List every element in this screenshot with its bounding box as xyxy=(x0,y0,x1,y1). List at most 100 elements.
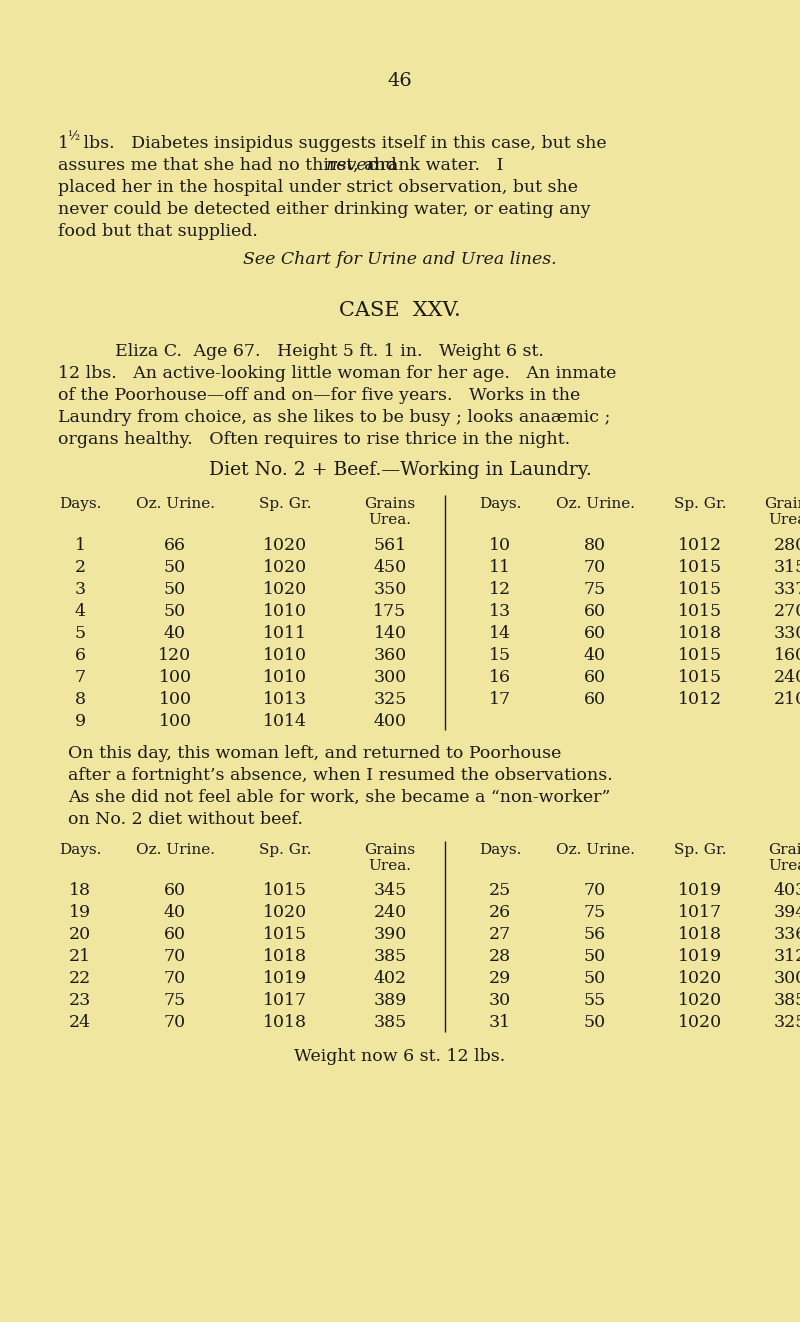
Text: 1010: 1010 xyxy=(263,603,307,620)
Text: drank water.   I: drank water. I xyxy=(363,157,503,175)
Text: 561: 561 xyxy=(374,537,406,554)
Text: 1015: 1015 xyxy=(263,927,307,943)
Text: 9: 9 xyxy=(74,713,86,730)
Text: 450: 450 xyxy=(374,559,406,575)
Text: 385: 385 xyxy=(774,993,800,1009)
Text: 1018: 1018 xyxy=(263,948,307,965)
Text: 389: 389 xyxy=(374,993,406,1009)
Text: Oz. Urine.: Oz. Urine. xyxy=(135,842,214,857)
Text: 70: 70 xyxy=(584,559,606,575)
Text: 24: 24 xyxy=(69,1014,91,1031)
Text: 6: 6 xyxy=(74,646,86,664)
Text: ½: ½ xyxy=(67,130,79,143)
Text: 1015: 1015 xyxy=(263,882,307,899)
Text: 26: 26 xyxy=(489,904,511,921)
Text: 360: 360 xyxy=(374,646,406,664)
Text: lbs.   Diabetes insipidus suggests itself in this case, but she: lbs. Diabetes insipidus suggests itself … xyxy=(78,135,606,152)
Text: 1010: 1010 xyxy=(263,646,307,664)
Text: 1010: 1010 xyxy=(263,669,307,686)
Text: 12: 12 xyxy=(489,580,511,598)
Text: 100: 100 xyxy=(158,690,191,707)
Text: 315: 315 xyxy=(774,559,800,575)
Text: 75: 75 xyxy=(584,904,606,921)
Text: 100: 100 xyxy=(158,713,191,730)
Text: Grains: Grains xyxy=(765,497,800,512)
Text: never: never xyxy=(326,157,376,175)
Text: 60: 60 xyxy=(584,690,606,707)
Text: 56: 56 xyxy=(584,927,606,943)
Text: Sp. Gr.: Sp. Gr. xyxy=(674,842,726,857)
Text: Sp. Gr.: Sp. Gr. xyxy=(258,842,311,857)
Text: 1015: 1015 xyxy=(678,580,722,598)
Text: Urea.: Urea. xyxy=(369,859,411,873)
Text: On this day, this woman left, and returned to Poorhouse: On this day, this woman left, and return… xyxy=(68,744,562,761)
Text: 1017: 1017 xyxy=(678,904,722,921)
Text: of the Poorhouse—off and on—for five years.   Works in the: of the Poorhouse—off and on—for five yea… xyxy=(58,387,580,405)
Text: 120: 120 xyxy=(158,646,191,664)
Text: Grains: Grains xyxy=(365,842,415,857)
Text: 1018: 1018 xyxy=(678,624,722,641)
Text: 60: 60 xyxy=(584,669,606,686)
Text: after a fortnight’s absence, when I resumed the observations.: after a fortnight’s absence, when I resu… xyxy=(68,767,613,784)
Text: 1020: 1020 xyxy=(678,1014,722,1031)
Text: 50: 50 xyxy=(164,580,186,598)
Text: 1015: 1015 xyxy=(678,669,722,686)
Text: 40: 40 xyxy=(164,624,186,641)
Text: Eliza C.: Eliza C. xyxy=(115,342,182,360)
Text: 50: 50 xyxy=(164,603,186,620)
Text: Days.: Days. xyxy=(59,842,101,857)
Text: 1013: 1013 xyxy=(263,690,307,707)
Text: Diet No. 2 + Beef.—Working in Laundry.: Diet No. 2 + Beef.—Working in Laundry. xyxy=(209,461,591,479)
Text: As she did not feel able for work, she became a “non-worker”: As she did not feel able for work, she b… xyxy=(68,789,610,805)
Text: 16: 16 xyxy=(489,669,511,686)
Text: 29: 29 xyxy=(489,970,511,988)
Text: Age 67.   Height 5 ft. 1 in.   Weight 6 st.: Age 67. Height 5 ft. 1 in. Weight 6 st. xyxy=(177,342,544,360)
Text: 1012: 1012 xyxy=(678,690,722,707)
Text: 140: 140 xyxy=(374,624,406,641)
Text: 50: 50 xyxy=(164,559,186,575)
Text: 1020: 1020 xyxy=(678,993,722,1009)
Text: 240: 240 xyxy=(374,904,406,921)
Text: 1011: 1011 xyxy=(263,624,307,641)
Text: 1019: 1019 xyxy=(678,882,722,899)
Text: 70: 70 xyxy=(584,882,606,899)
Text: 25: 25 xyxy=(489,882,511,899)
Text: 336: 336 xyxy=(774,927,800,943)
Text: Grain: Grain xyxy=(768,842,800,857)
Text: 280: 280 xyxy=(774,537,800,554)
Text: 325: 325 xyxy=(774,1014,800,1031)
Text: 66: 66 xyxy=(164,537,186,554)
Text: 240: 240 xyxy=(774,669,800,686)
Text: Days.: Days. xyxy=(479,497,521,512)
Text: assures me that she had no thirst, and: assures me that she had no thirst, and xyxy=(58,157,402,175)
Text: 1017: 1017 xyxy=(263,993,307,1009)
Text: 300: 300 xyxy=(374,669,406,686)
Text: 21: 21 xyxy=(69,948,91,965)
Text: 70: 70 xyxy=(164,970,186,988)
Text: Urea.: Urea. xyxy=(769,513,800,527)
Text: 175: 175 xyxy=(374,603,406,620)
Text: 1020: 1020 xyxy=(263,904,307,921)
Text: Laundry from choice, as she likes to be busy ; looks anaæmic ;: Laundry from choice, as she likes to be … xyxy=(58,408,610,426)
Text: 100: 100 xyxy=(158,669,191,686)
Text: 10: 10 xyxy=(489,537,511,554)
Text: 1019: 1019 xyxy=(263,970,307,988)
Text: 300: 300 xyxy=(774,970,800,988)
Text: 15: 15 xyxy=(489,646,511,664)
Text: 1012: 1012 xyxy=(678,537,722,554)
Text: 2: 2 xyxy=(74,559,86,575)
Text: 390: 390 xyxy=(374,927,406,943)
Text: 1: 1 xyxy=(74,537,86,554)
Text: Urea.: Urea. xyxy=(369,513,411,527)
Text: never could be detected either drinking water, or eating any: never could be detected either drinking … xyxy=(58,201,590,218)
Text: 17: 17 xyxy=(489,690,511,707)
Text: Days.: Days. xyxy=(479,842,521,857)
Text: 20: 20 xyxy=(69,927,91,943)
Text: Sp. Gr.: Sp. Gr. xyxy=(674,497,726,512)
Text: 337: 337 xyxy=(774,580,800,598)
Text: Days.: Days. xyxy=(59,497,101,512)
Text: 40: 40 xyxy=(164,904,186,921)
Text: 18: 18 xyxy=(69,882,91,899)
Text: 1020: 1020 xyxy=(678,970,722,988)
Text: 28: 28 xyxy=(489,948,511,965)
